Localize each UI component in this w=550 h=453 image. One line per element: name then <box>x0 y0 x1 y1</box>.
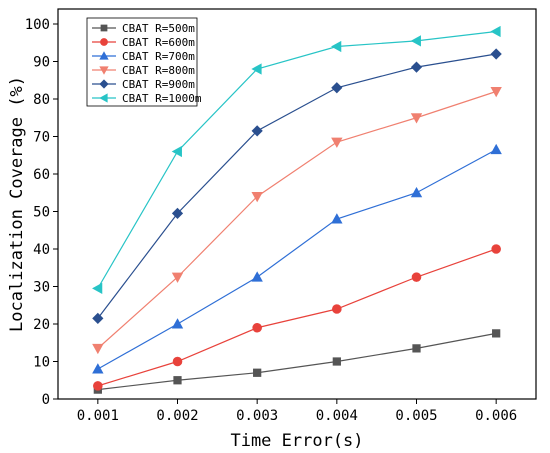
x-axis-title: Time Error(s) <box>230 431 363 451</box>
legend-entry: CBAT R=900m <box>92 78 195 91</box>
legend-label: CBAT R=600m <box>122 36 195 49</box>
y-tick-label: 90 <box>33 55 50 71</box>
legend-marker <box>99 93 108 103</box>
legend-entry: CBAT R=500m <box>92 22 195 35</box>
y-tick-label: 10 <box>33 355 50 371</box>
data-point <box>490 143 502 155</box>
data-point <box>490 25 501 38</box>
legend-entry: CBAT R=600m <box>92 36 195 49</box>
data-point <box>490 48 502 60</box>
series-3 <box>92 87 502 355</box>
legend-entry: CBAT R=1000m <box>92 92 202 105</box>
data-point <box>171 272 184 283</box>
x-tick-label: 0.004 <box>316 408 358 424</box>
data-point <box>411 272 422 282</box>
y-tick-label: 30 <box>33 280 50 296</box>
data-point <box>331 40 342 53</box>
series-4 <box>92 48 502 324</box>
y-tick-label: 40 <box>33 242 50 258</box>
y-tick-label: 20 <box>33 317 50 333</box>
y-tick-label: 0 <box>42 392 50 408</box>
data-point <box>490 87 502 98</box>
data-point <box>251 271 263 282</box>
legend-marker <box>99 51 109 60</box>
data-point <box>93 381 103 391</box>
legend-label: CBAT R=500m <box>122 22 195 35</box>
data-point <box>92 343 104 355</box>
data-point <box>331 82 343 94</box>
legend-box <box>86 17 198 107</box>
x-tick-label: 0.001 <box>77 408 119 424</box>
y-axis: 0 10 20 30 40 50 60 70 80 90 100 <box>25 17 58 408</box>
data-point <box>331 137 343 148</box>
legend-label: CBAT R=900m <box>122 78 195 91</box>
data-point <box>331 213 343 224</box>
legend-marker <box>99 79 109 89</box>
legend-label: CBAT R=1000m <box>122 92 202 105</box>
x-tick-label: 0.005 <box>395 408 437 424</box>
series-1 <box>93 244 501 391</box>
data-point <box>412 344 421 353</box>
data-point <box>410 35 421 47</box>
series-line <box>97 332 497 391</box>
x-tick-label: 0.006 <box>475 408 517 424</box>
x-axis: 0.001 0.002 0.003 0.004 0.005 0.006 <box>77 399 517 424</box>
data-point <box>410 186 423 198</box>
series-line <box>97 248 497 387</box>
series-line <box>97 53 497 319</box>
data-point <box>251 63 262 75</box>
data-point <box>92 363 104 374</box>
data-point <box>92 282 103 295</box>
data-point <box>171 145 182 158</box>
legend-marker <box>100 38 108 46</box>
series-line <box>97 149 497 370</box>
data-point <box>171 207 184 219</box>
series-5 <box>92 25 501 295</box>
data-point <box>332 304 342 314</box>
series-2 <box>92 143 502 374</box>
data-point <box>173 376 182 385</box>
x-tick-label: 0.003 <box>236 408 278 424</box>
data-point <box>410 61 423 73</box>
data-point <box>172 356 183 367</box>
data-point <box>253 368 262 377</box>
data-point <box>492 329 501 338</box>
y-axis-title: Localization Coverage (%) <box>7 76 27 332</box>
legend-entry: CBAT R=800m <box>92 64 195 77</box>
y-tick-label: 60 <box>33 167 50 183</box>
data-point <box>251 192 263 203</box>
legend-marker <box>99 66 109 75</box>
series-line <box>97 30 497 289</box>
legend-marker <box>100 24 108 32</box>
data-point <box>332 357 341 366</box>
data-point <box>410 113 423 124</box>
data-point <box>171 318 184 329</box>
y-tick-label: 70 <box>33 130 50 146</box>
series-layer <box>92 25 502 394</box>
data-point <box>491 244 501 254</box>
series-line <box>97 90 497 349</box>
y-tick-label: 50 <box>33 205 50 221</box>
data-point <box>92 312 104 324</box>
x-tick-label: 0.002 <box>156 408 198 424</box>
legend-label: CBAT R=800m <box>122 64 195 77</box>
legend-label: CBAT R=700m <box>122 50 195 63</box>
y-tick-label: 80 <box>33 92 50 108</box>
y-tick-label: 100 <box>25 17 50 33</box>
plot-frame <box>57 8 537 400</box>
series-0 <box>93 329 501 394</box>
data-point <box>251 125 263 137</box>
legend-entry: CBAT R=700m <box>92 50 195 63</box>
data-point <box>252 322 262 333</box>
